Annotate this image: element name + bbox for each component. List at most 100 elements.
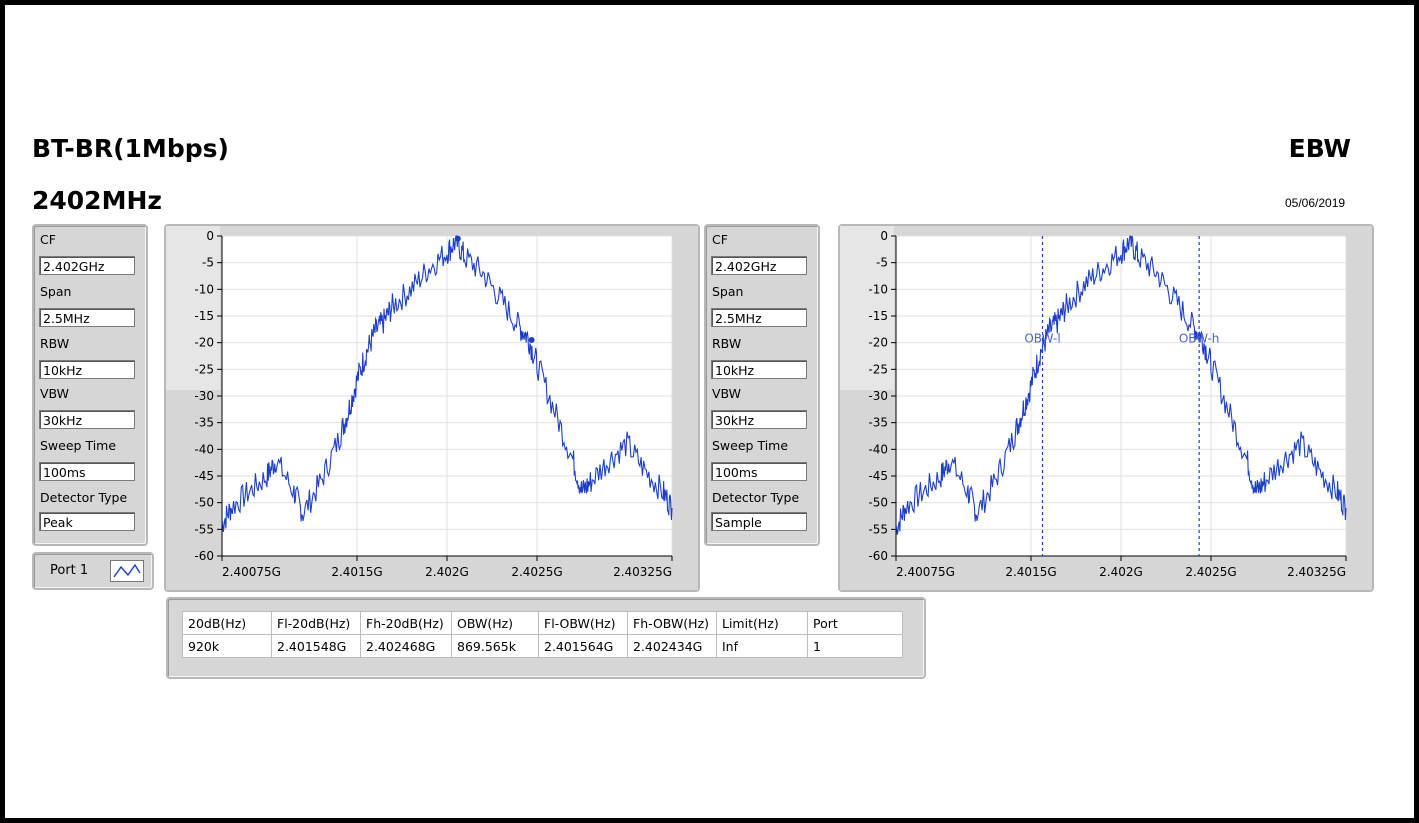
rbw-label: RBW bbox=[40, 336, 70, 351]
y-tick-label: -30 bbox=[194, 389, 214, 403]
column-header: Fl-20dB(Hz) bbox=[271, 611, 361, 635]
span-field[interactable]: 2.5MHz bbox=[711, 308, 807, 327]
y-tick-label: -35 bbox=[868, 416, 888, 430]
y-tick-label: -20 bbox=[194, 336, 214, 350]
y-tick-label: -15 bbox=[868, 309, 888, 323]
y-tick-label: -5 bbox=[202, 256, 214, 270]
cf-field[interactable]: 2.402GHz bbox=[711, 256, 807, 275]
cf-label: CF bbox=[712, 232, 728, 247]
x-tick-label: 2.40075G bbox=[222, 565, 281, 579]
rbw-field[interactable]: 10kHz bbox=[711, 360, 807, 379]
waveform-icon[interactable] bbox=[110, 560, 144, 582]
x-tick-label: 2.4015G bbox=[1005, 565, 1056, 579]
span-field[interactable]: 2.5MHz bbox=[39, 308, 135, 327]
y-tick-label: -10 bbox=[194, 282, 214, 296]
axis-band bbox=[840, 226, 894, 390]
vbw-label: VBW bbox=[40, 386, 70, 401]
cf-label: CF bbox=[40, 232, 56, 247]
y-tick-label: -45 bbox=[868, 469, 888, 483]
y-tick-label: -55 bbox=[194, 522, 214, 536]
column-header: OBW(Hz) bbox=[451, 611, 539, 635]
y-tick-label: -45 bbox=[194, 469, 214, 483]
column-header: Fl-OBW(Hz) bbox=[538, 611, 628, 635]
port-selector[interactable]: Port 1 bbox=[32, 552, 154, 590]
column-header: Fh-20dB(Hz) bbox=[360, 611, 452, 635]
table-cell: 2.401564G bbox=[538, 634, 628, 658]
spectrum-graph-peak: 2.40075G 2.4015G 2.402G 2.4025G 2.40325G 0 -5 -… bbox=[164, 224, 700, 592]
y-tick-label: -20 bbox=[868, 336, 888, 350]
y-tick-label: 0 bbox=[880, 229, 888, 243]
table-cell: 920k bbox=[182, 634, 272, 658]
vbw-label: VBW bbox=[712, 386, 742, 401]
rbw-field[interactable]: 10kHz bbox=[39, 360, 135, 379]
port-label: Port 1 bbox=[50, 563, 89, 578]
frequency-title: 2402MHz bbox=[32, 186, 162, 215]
vbw-field[interactable]: 30kHz bbox=[711, 410, 807, 429]
detector-type-label: Detector Type bbox=[40, 490, 128, 505]
table-cell: 1 bbox=[807, 634, 903, 658]
sweep-time-label: Sweep Time bbox=[40, 438, 117, 453]
x-tick-label: 2.40075G bbox=[896, 565, 955, 579]
obw-label: OBW-h bbox=[1179, 332, 1220, 346]
column-header: Limit(Hz) bbox=[716, 611, 808, 635]
obw-label: OBW-l bbox=[1024, 332, 1060, 346]
detector-type-field[interactable]: Peak bbox=[39, 512, 135, 531]
sweep-time-field[interactable]: 100ms bbox=[711, 462, 807, 481]
y-tick-label: -35 bbox=[194, 416, 214, 430]
y-tick-label: -40 bbox=[868, 442, 888, 456]
table-row: 920k 2.401548G 2.402468G 869.565k 2.4015… bbox=[182, 634, 903, 658]
page-title: BT-BR(1Mbps) bbox=[32, 134, 229, 163]
y-tick-label: -25 bbox=[868, 362, 888, 376]
x-tick-label: 2.4015G bbox=[331, 565, 382, 579]
y-tick-label: -5 bbox=[876, 256, 888, 270]
axis-band bbox=[166, 226, 220, 390]
cf-field[interactable]: 2.402GHz bbox=[39, 256, 135, 275]
results-table-panel: 20dB(Hz) Fl-20dB(Hz) Fh-20dB(Hz) OBW(Hz)… bbox=[166, 597, 926, 679]
table-cell: Inf bbox=[716, 634, 808, 658]
y-tick-label: -25 bbox=[194, 362, 214, 376]
table-cell: 2.402468G bbox=[360, 634, 452, 658]
results-table: 20dB(Hz) Fl-20dB(Hz) Fh-20dB(Hz) OBW(Hz)… bbox=[182, 611, 903, 658]
y-tick-label: 0 bbox=[206, 229, 214, 243]
date-label: 05/06/2019 bbox=[1285, 196, 1346, 210]
spectrum-graph-obw: 2.40075G 2.4015G 2.402G 2.4025G 2.40325G 0 -5 -… bbox=[838, 224, 1374, 592]
y-tick-label: -50 bbox=[868, 496, 888, 510]
y-tick-label: -30 bbox=[868, 389, 888, 403]
vbw-field[interactable]: 30kHz bbox=[39, 410, 135, 429]
mode-title: EBW bbox=[1288, 134, 1351, 163]
spectrum-chart-peak: 2.40075G 2.4015G 2.402G 2.4025G 2.40325G 0 -5 -… bbox=[166, 226, 698, 590]
column-header: Port bbox=[807, 611, 903, 635]
column-header: 20dB(Hz) bbox=[182, 611, 272, 635]
sweep-time-field[interactable]: 100ms bbox=[39, 462, 135, 481]
series-line bbox=[895, 235, 1347, 535]
peak-marker bbox=[454, 235, 461, 242]
y-tick-label: -15 bbox=[194, 309, 214, 323]
column-header: Fh-OBW(Hz) bbox=[627, 611, 717, 635]
detector-type-field[interactable]: Sample bbox=[711, 512, 807, 531]
peak-marker bbox=[528, 337, 535, 343]
span-label: Span bbox=[712, 284, 744, 299]
y-tick-label: -55 bbox=[868, 522, 888, 536]
x-tick-label: 2.402G bbox=[1099, 565, 1143, 579]
table-cell: 2.401548G bbox=[271, 634, 361, 658]
y-tick-label: -60 bbox=[868, 549, 888, 563]
settings-panel-left: CF 2.402GHz Span 2.5MHz RBW 10kHz VBW 30… bbox=[32, 224, 148, 546]
x-tick-label: 2.402G bbox=[425, 565, 469, 579]
y-tick-label: -40 bbox=[194, 442, 214, 456]
x-tick-label: 2.40325G bbox=[1287, 565, 1346, 579]
y-tick-label: -10 bbox=[868, 282, 888, 296]
table-header-row: 20dB(Hz) Fl-20dB(Hz) Fh-20dB(Hz) OBW(Hz)… bbox=[182, 611, 903, 635]
rbw-label: RBW bbox=[712, 336, 742, 351]
x-tick-label: 2.4025G bbox=[511, 565, 562, 579]
table-cell: 2.402434G bbox=[627, 634, 717, 658]
spectrum-chart-obw: 2.40075G 2.4015G 2.402G 2.4025G 2.40325G 0 -5 -… bbox=[840, 226, 1372, 590]
settings-panel-right: CF 2.402GHz Span 2.5MHz RBW 10kHz VBW 30… bbox=[704, 224, 820, 546]
x-tick-label: 2.40325G bbox=[613, 565, 672, 579]
y-tick-label: -50 bbox=[194, 496, 214, 510]
detector-type-label: Detector Type bbox=[712, 490, 800, 505]
series-line bbox=[221, 235, 673, 533]
span-label: Span bbox=[40, 284, 72, 299]
y-tick-label: -60 bbox=[194, 549, 214, 563]
table-cell: 869.565k bbox=[451, 634, 539, 658]
